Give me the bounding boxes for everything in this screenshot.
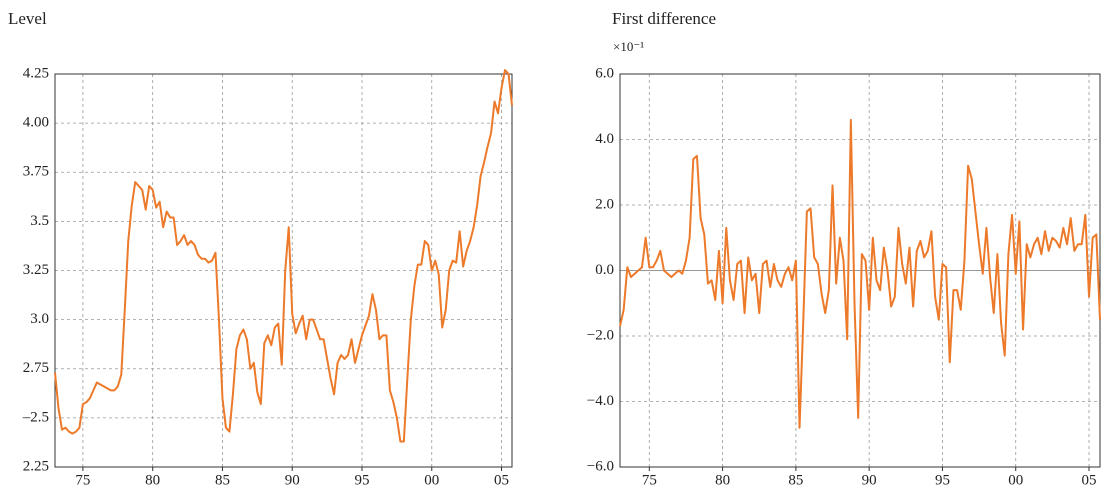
x-tick-label: 00 [424, 472, 439, 488]
x-tick-label: 80 [145, 472, 160, 488]
x-tick-label: 80 [715, 472, 730, 488]
y-tick-label: 4.25 [23, 65, 49, 81]
data-line [619, 118, 1101, 429]
y-tick-label: 2.75 [23, 360, 49, 376]
x-tick-label: 90 [862, 472, 877, 488]
x-tick-label: 95 [935, 472, 950, 488]
x-tick-label: 75 [75, 472, 90, 488]
x-tick-label: 05 [494, 472, 509, 488]
panel-title: First difference [612, 9, 716, 28]
y-tick-label: 2.0 [595, 196, 614, 212]
plot-frame [54, 73, 513, 468]
y-tick-label: −4.0 [587, 393, 614, 409]
y-tick-label: 4.0 [595, 131, 614, 147]
plot-frame [619, 73, 1101, 468]
y-tick-label: 2.25 [23, 458, 49, 474]
x-tick-label: 85 [215, 472, 230, 488]
x-tick-label: 05 [1082, 472, 1097, 488]
y-tick-label: 3.5 [30, 213, 49, 229]
panel-title: Level [8, 9, 47, 28]
y-tick-label: 3.25 [23, 262, 49, 278]
x-tick-label: 00 [1008, 472, 1023, 488]
y-tick-label: 6.0 [595, 65, 614, 81]
x-tick-label: 95 [354, 472, 369, 488]
data-line [54, 69, 513, 443]
x-tick-label: 90 [285, 472, 300, 488]
x-tick-label: 75 [642, 472, 657, 488]
y-tick-label: 0.0 [595, 262, 614, 278]
y-tick-label: −6.0 [587, 458, 614, 474]
x-tick-label: 85 [788, 472, 803, 488]
y-tick-label: –2.5 [22, 409, 49, 425]
y-tick-label: 4.00 [23, 115, 49, 131]
y-tick-label: 3.75 [23, 164, 49, 180]
y-tick-label: 3.0 [30, 311, 49, 327]
y-tick-label: −2.0 [587, 327, 614, 343]
scale-label: ×10⁻¹ [613, 39, 644, 54]
